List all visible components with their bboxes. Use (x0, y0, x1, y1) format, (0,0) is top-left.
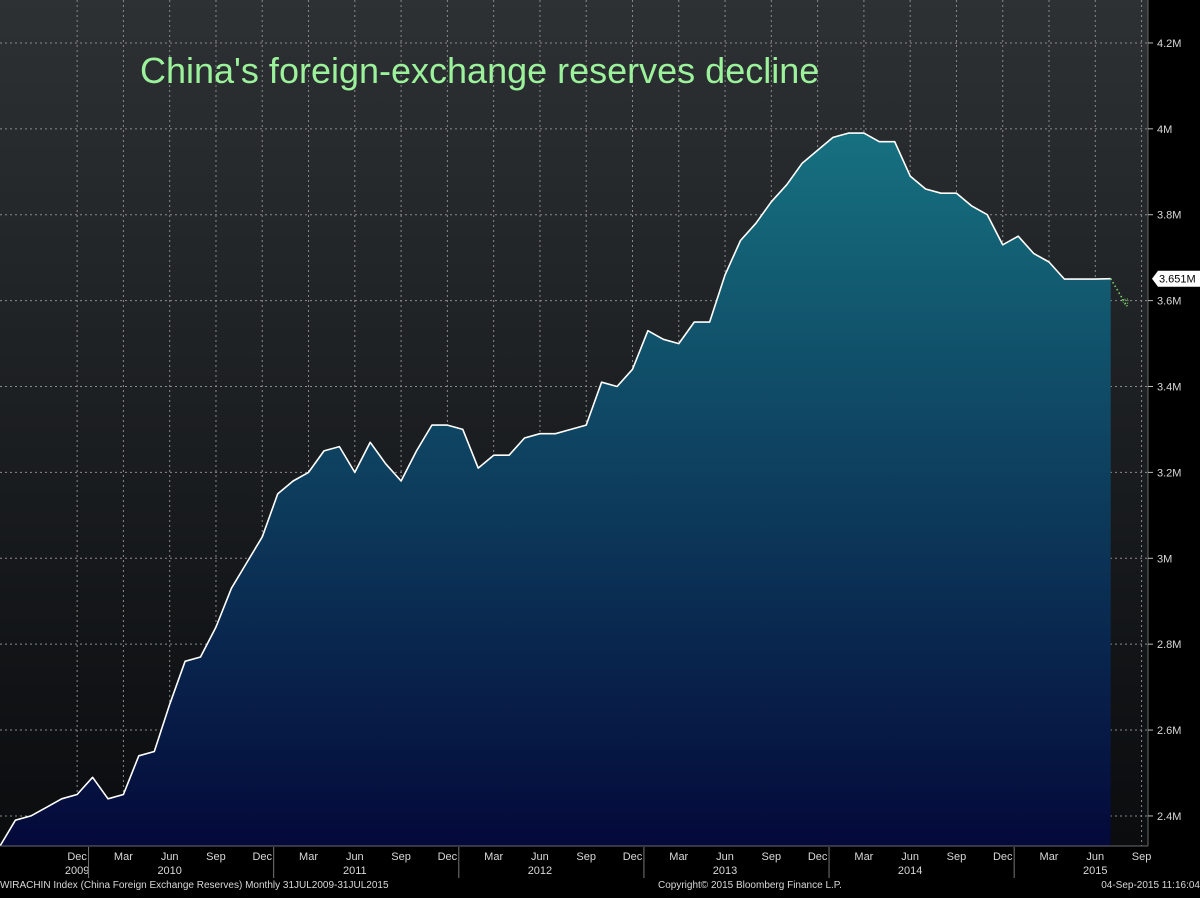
x-tick-label: Mar (669, 851, 688, 863)
x-tick-label: Sep (576, 851, 596, 863)
y-tick-label: 3.8M (1157, 210, 1181, 222)
x-tick-label: Sep (206, 851, 226, 863)
x-tick-label: Jun (901, 851, 919, 863)
x-tick-label: Jun (346, 851, 364, 863)
x-tick-label: Dec (623, 851, 643, 863)
x-tick-label: Sep (391, 851, 411, 863)
x-tick-label: Jun (531, 851, 549, 863)
x-tick-label: Sep (1132, 851, 1152, 863)
y-tick-label: 2.8M (1157, 639, 1181, 651)
projection-line (1110, 278, 1127, 306)
axis-background-right (1148, 0, 1200, 893)
x-axis-ticks: Dec Mar Jun Sep Dec Mar Jun Sep Dec Mar Jun Sep Dec M… (65, 847, 1151, 878)
series-line (0, 132, 1111, 846)
footer-timestamp: 04-Sep-2015 11:16:04 (1101, 880, 1200, 891)
x-tick-label: Mar (484, 851, 503, 863)
x-tick-label: Jun (1086, 851, 1104, 863)
x-tick-label: Dec (993, 851, 1013, 863)
x-tick-label: Jun (161, 851, 179, 863)
y-tick-label: 4.2M (1157, 38, 1181, 50)
x-tick-label: Jun (716, 851, 734, 863)
x-tick-label: Dec (252, 851, 272, 863)
chart-title: China's foreign-exchange reserves declin… (140, 50, 819, 91)
x-tick-label: Sep (762, 851, 782, 863)
last-value-badge: 3.651M (1152, 270, 1200, 287)
y-tick-label: 2.4M (1157, 811, 1181, 823)
x-year-label: 2014 (898, 865, 922, 877)
projection-arrowhead (1120, 298, 1129, 309)
y-tick-label: 3.2M (1157, 467, 1181, 479)
footer-copyright: Copyright© 2015 Bloomberg Finance L.P. (658, 880, 842, 891)
x-tick-label: Dec (438, 851, 458, 863)
x-year-label: 2009 (65, 865, 89, 877)
x-year-label: 2010 (157, 865, 181, 877)
last-value-label: 3.651M (1159, 274, 1196, 286)
x-tick-label: Sep (947, 851, 967, 863)
y-tick-label: 4M (1157, 124, 1172, 136)
x-tick-label: Mar (114, 851, 133, 863)
x-tick-label: Dec (67, 851, 87, 863)
x-year-label: 2015 (1083, 865, 1107, 877)
footer-source: WIRACHIN Index (China Foreign Exchange R… (0, 880, 389, 891)
x-tick-label: Dec (808, 851, 828, 863)
y-axis-ticks: 2.4M 2.6M 2.8M 3M 3.2M 3.4M 3.6M 3.8M 4M 4.2M (1148, 38, 1181, 823)
x-tick-label: Mar (1040, 851, 1059, 863)
y-tick-label: 3.6M (1157, 296, 1181, 308)
y-tick-label: 3.4M (1157, 381, 1181, 393)
y-tick-label: 2.6M (1157, 725, 1181, 737)
x-tick-label: Mar (854, 851, 873, 863)
x-year-label: 2011 (343, 865, 367, 877)
y-tick-label: 3M (1157, 553, 1172, 565)
axis-background-bottom (0, 846, 1200, 893)
x-year-label: 2012 (528, 865, 552, 877)
x-year-label: 2013 (713, 865, 737, 877)
series-area (0, 132, 1129, 846)
x-tick-label: Mar (299, 851, 318, 863)
last-value-badge-shape (1152, 270, 1200, 287)
series-area-fill (0, 133, 1111, 846)
